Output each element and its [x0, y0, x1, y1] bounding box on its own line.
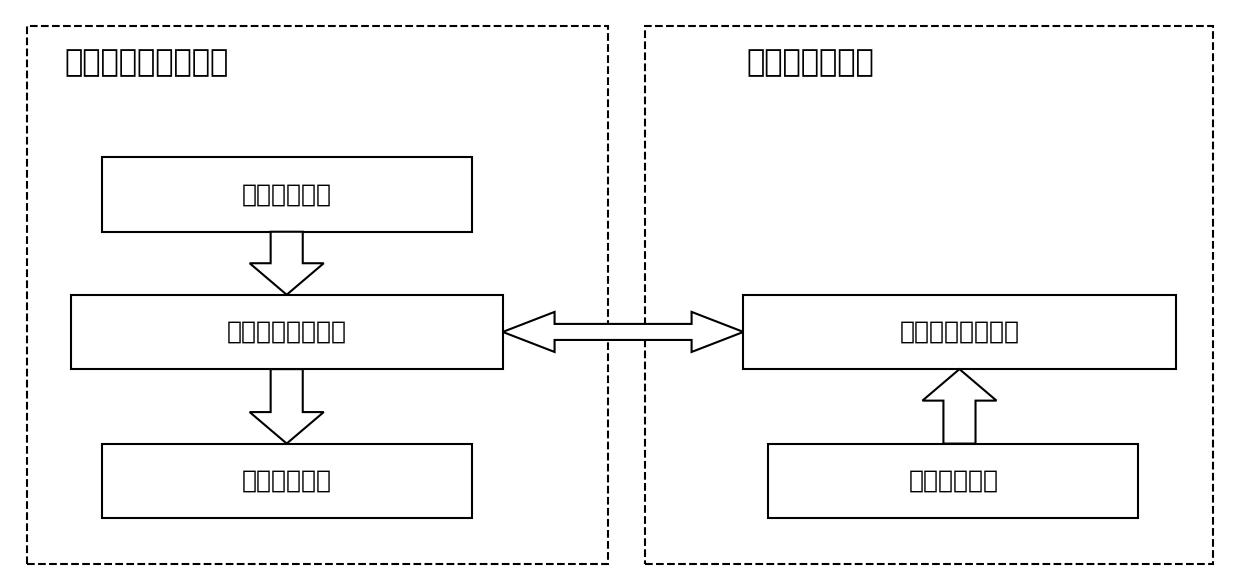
- Bar: [744, 295, 1176, 369]
- Text: 数字键盘模块: 数字键盘模块: [908, 469, 998, 493]
- Polygon shape: [249, 232, 324, 295]
- Text: 虹膜采集模块: 虹膜采集模块: [242, 183, 331, 206]
- Polygon shape: [923, 369, 997, 443]
- Text: 多门门禁控制模块: 多门门禁控制模块: [899, 320, 1019, 344]
- Bar: [768, 443, 1138, 518]
- Bar: [102, 443, 472, 518]
- Text: 虹膜识别的单识别器: 虹膜识别的单识别器: [64, 49, 228, 77]
- Text: 综合信息处理模块: 综合信息处理模块: [227, 320, 347, 344]
- Bar: [71, 295, 502, 369]
- Bar: [27, 25, 608, 564]
- Text: 声光提示模块: 声光提示模块: [242, 469, 331, 493]
- Text: 多门门禁控制器: 多门门禁控制器: [746, 49, 874, 77]
- Polygon shape: [249, 369, 324, 443]
- Bar: [102, 157, 472, 232]
- Polygon shape: [502, 312, 744, 352]
- Bar: [645, 25, 1213, 564]
